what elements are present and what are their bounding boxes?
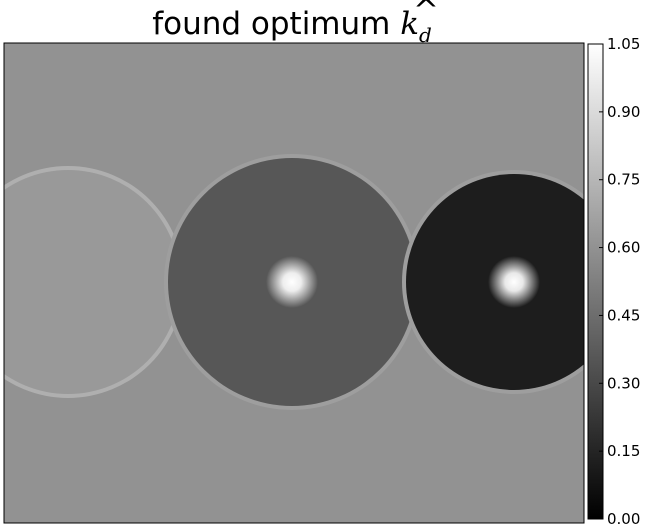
chart-title: found optimum kd bbox=[152, 6, 432, 47]
chart-title-accent: ^ bbox=[413, 0, 439, 29]
chart-title-subscript: d bbox=[419, 23, 432, 47]
disk-right-peak bbox=[488, 256, 540, 308]
chart-title-symbol: k bbox=[400, 6, 419, 42]
colorbar-tick-label: 0.75 bbox=[607, 171, 640, 189]
colorbar-tick-label: 1.05 bbox=[607, 35, 640, 53]
colorbar-gradient bbox=[587, 43, 604, 520]
colorbar-tick-label: 0.90 bbox=[607, 103, 640, 121]
heatmap-area bbox=[4, 43, 584, 523]
plot-frame bbox=[3, 42, 585, 524]
disk-group bbox=[4, 154, 584, 410]
colorbar-tick-label: 0.15 bbox=[607, 442, 640, 460]
colorbar-ticks: 0.00 0.15 0.30 0.45 0.60 0.75 0.90 1.05 bbox=[599, 35, 640, 528]
colorbar: 0.00 0.15 0.30 0.45 0.60 0.75 0.90 1.05 bbox=[587, 35, 640, 528]
colorbar-tick-label: 0.00 bbox=[607, 510, 640, 528]
chart-title-text: found optimum bbox=[152, 6, 400, 42]
disk-left bbox=[4, 170, 180, 394]
colorbar-tick-label: 0.60 bbox=[607, 239, 640, 257]
colorbar-tick-label: 0.30 bbox=[607, 374, 640, 392]
disk-center-peak bbox=[266, 256, 318, 308]
colorbar-tick-label: 0.45 bbox=[607, 306, 640, 324]
